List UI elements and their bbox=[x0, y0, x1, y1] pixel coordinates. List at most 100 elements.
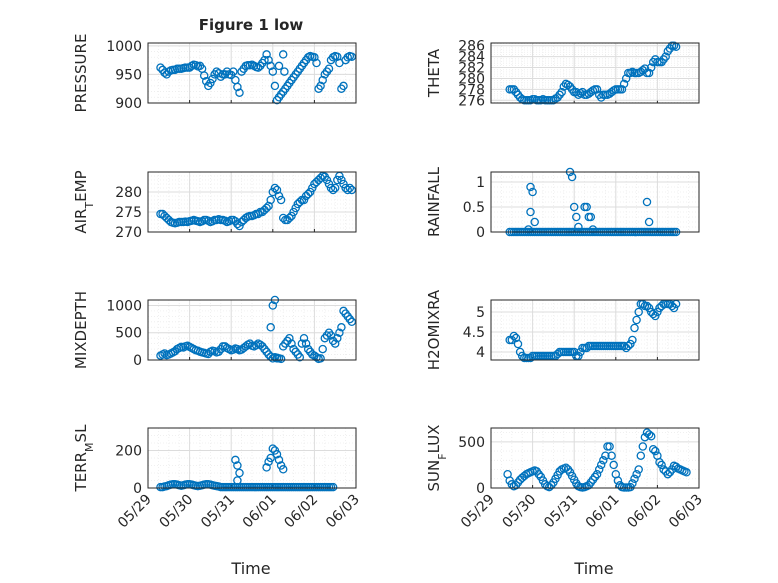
y-tick-label: 1 bbox=[476, 175, 485, 191]
data-point bbox=[235, 88, 244, 97]
data-point bbox=[669, 303, 679, 313]
y-axis-label: TERRMSL bbox=[72, 424, 96, 493]
data-point bbox=[549, 96, 558, 105]
data-point bbox=[262, 463, 271, 472]
data-point bbox=[262, 203, 271, 213]
data-point bbox=[268, 67, 278, 76]
data-point bbox=[526, 207, 535, 217]
subplot-pressure: 900 950 1000 PRESSURE bbox=[72, 34, 357, 112]
data-point bbox=[628, 335, 637, 345]
data-point bbox=[624, 341, 633, 351]
x-tick-label: 06/01 bbox=[583, 492, 623, 532]
data-point bbox=[592, 469, 602, 479]
x-tick-label: 06/02 bbox=[624, 492, 664, 532]
data-point bbox=[287, 339, 296, 348]
figure-title: Figure 1 low bbox=[199, 16, 304, 34]
data-point bbox=[555, 467, 564, 476]
data-point bbox=[328, 185, 338, 195]
x-tick-label: 06/03 bbox=[323, 492, 363, 532]
y-axis-label: MIXDEPTH bbox=[72, 291, 90, 369]
data-point bbox=[291, 203, 300, 213]
data-point bbox=[276, 354, 286, 364]
data-point bbox=[260, 55, 269, 65]
data-point bbox=[335, 328, 344, 337]
data-point bbox=[642, 301, 652, 311]
data-point bbox=[266, 195, 275, 205]
y-tick-label: 500 bbox=[458, 435, 485, 451]
data-point bbox=[574, 222, 583, 232]
data-point bbox=[630, 323, 639, 333]
data-point bbox=[507, 335, 517, 345]
data-point bbox=[287, 211, 296, 221]
data-point bbox=[278, 465, 288, 474]
data-point bbox=[272, 450, 282, 459]
y-tick-label: 0 bbox=[476, 481, 485, 497]
data-point bbox=[515, 347, 525, 357]
data-point bbox=[316, 354, 325, 363]
data-point bbox=[266, 61, 275, 71]
data-point bbox=[270, 183, 280, 193]
data-point bbox=[628, 479, 637, 488]
data-point bbox=[285, 213, 294, 223]
data-point bbox=[264, 55, 273, 65]
data-point bbox=[262, 50, 271, 59]
data-point bbox=[274, 191, 284, 201]
data-point bbox=[301, 339, 311, 348]
data-point bbox=[634, 465, 643, 474]
data-point bbox=[644, 303, 654, 313]
data-point bbox=[268, 444, 278, 453]
data-point bbox=[305, 187, 315, 197]
data-point bbox=[278, 213, 288, 223]
y-tick-label: 280 bbox=[115, 185, 142, 201]
data-point bbox=[253, 63, 263, 72]
data-point bbox=[644, 217, 654, 227]
data-point bbox=[544, 482, 554, 492]
data-point bbox=[295, 197, 305, 207]
data-point bbox=[347, 52, 357, 61]
data-point bbox=[661, 52, 670, 61]
axes-box bbox=[490, 42, 700, 104]
x-tick-label: 05/30 bbox=[500, 492, 540, 532]
x-tick-label: 05/30 bbox=[157, 492, 197, 532]
y-tick-label: 280 bbox=[458, 71, 485, 87]
data-point bbox=[630, 474, 639, 484]
data-point bbox=[530, 217, 539, 227]
data-point bbox=[640, 64, 650, 73]
data-point bbox=[648, 444, 658, 454]
x-axis-label-right: Time bbox=[573, 559, 613, 578]
x-axis-label-left: Time bbox=[230, 559, 270, 578]
data-point bbox=[235, 221, 244, 231]
x-tick-label: 06/02 bbox=[281, 492, 321, 532]
data-point bbox=[289, 207, 298, 217]
y-tick-label: 0 bbox=[133, 353, 142, 369]
data-point bbox=[607, 451, 616, 460]
y-tick-label: 900 bbox=[115, 96, 142, 112]
data-point bbox=[646, 432, 656, 441]
data-point bbox=[253, 209, 263, 219]
y-axis-label: SUNFLUX bbox=[425, 425, 449, 492]
data-point bbox=[644, 430, 654, 439]
subplot-air-temp: 270 275 280 AIRTEMP bbox=[72, 170, 357, 241]
y-tick-label: 4 bbox=[476, 345, 485, 361]
data-point bbox=[596, 460, 606, 470]
y-tick-label: 284 bbox=[458, 50, 485, 66]
data-point bbox=[266, 453, 275, 463]
data-point bbox=[322, 175, 332, 185]
data-point bbox=[274, 455, 284, 465]
data-point bbox=[343, 185, 352, 195]
data-point bbox=[308, 183, 317, 193]
data-point bbox=[671, 462, 681, 472]
data-point bbox=[644, 68, 654, 78]
axes-box bbox=[147, 171, 357, 233]
data-point bbox=[324, 179, 334, 189]
data-point bbox=[601, 451, 610, 460]
x-tick-label: 05/31 bbox=[541, 492, 581, 532]
y-tick-label: 278 bbox=[458, 82, 485, 98]
y-tick-label: 1000 bbox=[106, 39, 142, 55]
data-point bbox=[638, 442, 648, 451]
data-point bbox=[337, 175, 346, 185]
data-point bbox=[621, 74, 631, 83]
data-point bbox=[339, 81, 348, 91]
data-point bbox=[648, 309, 658, 319]
